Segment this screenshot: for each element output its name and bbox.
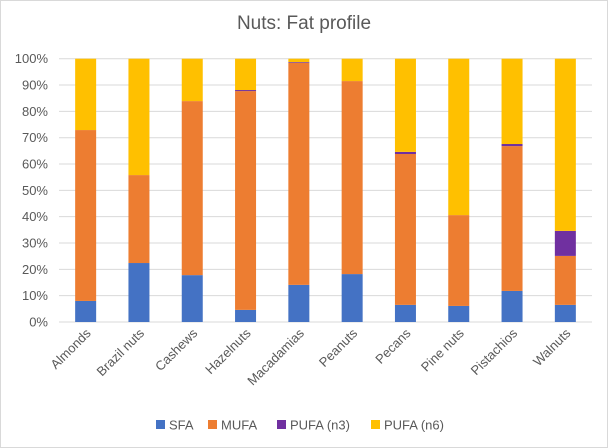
legend-swatch: [277, 420, 286, 429]
legend-swatch: [156, 420, 165, 429]
x-tick-label: Walnuts: [530, 325, 574, 369]
bar-segment-sfa: [128, 263, 150, 322]
bar-segment-mufa: [341, 81, 363, 275]
y-tick-label: 90%: [22, 78, 48, 93]
y-tick-label: 10%: [22, 288, 48, 303]
bar-segment-sfa: [181, 275, 203, 322]
y-tick-label: 30%: [22, 236, 48, 251]
legend-label: SFA: [169, 418, 194, 433]
x-tick-label: Pecans: [372, 325, 414, 367]
bar-segment-sfa: [235, 309, 257, 322]
y-tick-label: 0%: [29, 315, 48, 330]
legend-label: PUFA (n3): [290, 418, 350, 433]
x-axis-ticks: Almonds Brazil nuts Cashews HazelnutsMacada…: [47, 325, 573, 388]
x-tick-label: Almonds: [47, 325, 94, 372]
bar-segment-pufa-n6: [394, 58, 416, 152]
legend-swatch: [371, 420, 380, 429]
y-tick-label: 70%: [22, 130, 48, 145]
bar-segment-mufa: [448, 215, 470, 306]
y-tick-label: 40%: [22, 209, 48, 224]
bar-segment-mufa: [554, 255, 576, 305]
bar-segment-pufa-n6: [128, 58, 150, 176]
bar-segment-pufa-n3: [501, 144, 523, 147]
x-tick-label: Brazil nuts: [94, 325, 148, 379]
bar-segment-sfa: [448, 305, 470, 322]
x-tick-label: Pine nuts: [418, 325, 467, 374]
bar-segment-pufa-n6: [235, 58, 257, 91]
legend-swatch: [208, 420, 217, 429]
y-tick-label: 50%: [22, 183, 48, 198]
bars: [75, 58, 576, 322]
bar-segment-pufa-n6: [288, 58, 310, 63]
bar-segment-pufa-n6: [554, 58, 576, 231]
bar-segment-mufa: [235, 91, 257, 310]
bar-segment-mufa: [288, 62, 310, 285]
bar-segment-sfa: [75, 300, 97, 322]
y-tick-label: 80%: [22, 104, 48, 119]
legend-label: MUFA: [221, 418, 257, 433]
x-tick-label: Cashews: [152, 325, 201, 374]
bar-segment-mufa: [501, 146, 523, 291]
bar-segment-pufa-n3: [554, 230, 576, 256]
bar-segment-mufa: [128, 175, 150, 264]
bar-segment-pufa-n6: [181, 58, 203, 102]
bar-segment-pufa-n3: [288, 62, 310, 63]
bar-segment-pufa-n3: [394, 151, 416, 155]
y-axis-ticks: 0% 10% 20% 30% 40% 50% 60% 70% 80% 90% 100%: [15, 51, 49, 329]
bar-segment-sfa: [501, 290, 523, 322]
y-tick-label: 100%: [15, 51, 49, 66]
bar-segment-pufa-n6: [75, 58, 97, 131]
bar-segment-sfa: [394, 304, 416, 322]
x-tick-label: Peanuts: [316, 325, 361, 370]
bar-segment-mufa: [181, 101, 203, 276]
y-tick-label: 60%: [22, 157, 48, 172]
y-tick-label: 20%: [22, 262, 48, 277]
bar-segment-pufa-n6: [341, 58, 363, 82]
legend-label: PUFA (n6): [384, 418, 444, 433]
bar-segment-sfa: [341, 274, 363, 322]
bar-segment-pufa-n6: [448, 58, 470, 216]
x-tick-label: Hazelnuts: [202, 325, 254, 377]
bar-segment-sfa: [554, 304, 576, 322]
x-tick-label: Pistachios: [468, 325, 521, 378]
bar-segment-pufa-n3: [235, 90, 257, 92]
bar-segment-pufa-n6: [501, 58, 523, 145]
chart-title: Nuts: Fat profile: [237, 13, 371, 34]
bar-segment-mufa: [75, 130, 97, 301]
legend: SFA MUFA PUFA (n3) PUFA (n6): [156, 418, 444, 433]
x-tick-label: Macadamias: [244, 325, 307, 388]
bar-segment-mufa: [394, 154, 416, 305]
bar-segment-sfa: [288, 284, 310, 322]
